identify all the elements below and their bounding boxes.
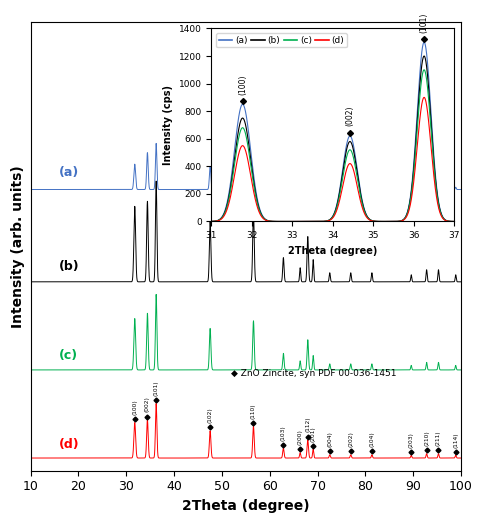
Text: (112): (112) (305, 417, 310, 432)
Text: (104): (104) (369, 431, 375, 447)
Text: (100): (100) (132, 399, 137, 415)
Text: (103): (103) (281, 425, 286, 441)
Text: (202): (202) (348, 431, 353, 447)
Text: (b): (b) (60, 260, 80, 274)
Text: (114): (114) (453, 432, 458, 447)
Text: (203): (203) (408, 432, 414, 447)
Text: (210): (210) (424, 430, 429, 446)
X-axis label: 2Theta (degree): 2Theta (degree) (182, 499, 310, 513)
Text: (c): (c) (60, 348, 78, 362)
Text: (004): (004) (327, 431, 332, 447)
Text: (201): (201) (311, 426, 316, 442)
Y-axis label: Intensity (arb. units): Intensity (arb. units) (11, 165, 25, 328)
Text: (d): (d) (60, 438, 80, 451)
Text: (a): (a) (60, 167, 79, 179)
Text: ◆ ZnO Zincite, syn PDF 00-036-1451: ◆ ZnO Zincite, syn PDF 00-036-1451 (231, 369, 397, 378)
Text: (102): (102) (208, 408, 212, 423)
Text: (002): (002) (145, 397, 150, 412)
Text: (211): (211) (436, 431, 441, 446)
Text: (101): (101) (153, 380, 159, 396)
Text: (200): (200) (298, 429, 302, 445)
Text: (110): (110) (251, 403, 256, 419)
